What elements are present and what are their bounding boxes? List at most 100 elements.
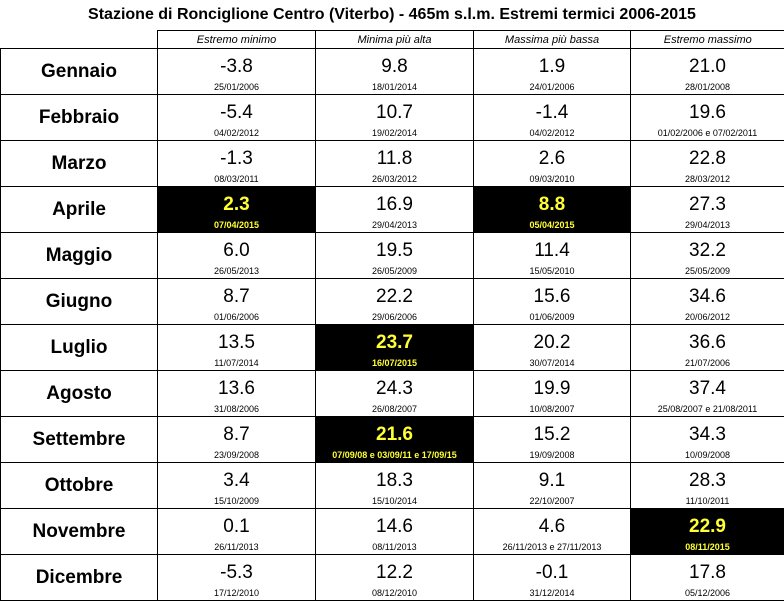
record-date: 05/04/2015	[529, 220, 575, 230]
data-cell: 22.9 08/11/2015	[630, 508, 784, 555]
temperature-value: 13.5	[218, 332, 255, 353]
temperature-value: 4.6	[538, 516, 566, 537]
record-date: 01/06/2006	[213, 312, 260, 322]
data-cell: 15.6 01/06/2009	[473, 278, 631, 325]
temperature-value: 2.3	[223, 194, 250, 215]
record-date: 31/08/2006	[213, 404, 260, 414]
table-row: Febbraio -5.4 04/02/2012 10.7 19/02/2014 -1.4…	[0, 94, 784, 141]
data-cell: 36.6 21/07/2006	[630, 324, 784, 371]
data-cell: -5.4 04/02/2012	[157, 94, 316, 141]
record-date: 19/02/2014	[371, 128, 418, 138]
data-cell: 11.4 15/05/2010	[473, 232, 631, 279]
temperature-value: 24.3	[376, 378, 413, 399]
temperature-value: 11.4	[534, 240, 570, 261]
record-date: 25/08/2007 e 21/08/2011	[657, 404, 758, 414]
data-cell: 4.6 26/11/2013 e 27/11/2013	[473, 508, 631, 555]
record-date: 08/03/2011	[214, 174, 259, 184]
temperature-value: 16.9	[376, 194, 413, 215]
temperature-value: 15.6	[533, 286, 571, 307]
temperature-value: 20.2	[533, 332, 571, 353]
temperature-value: 12.2	[376, 562, 413, 583]
record-date: 31/12/2014	[529, 588, 575, 598]
temperature-value: 21.0	[689, 56, 726, 77]
temperature-value: 9.8	[381, 56, 408, 77]
data-cell: 21.6 07/09/08 e 03/09/11 e 17/09/15	[315, 416, 474, 463]
temperature-value: 18.3	[376, 470, 413, 491]
temperature-value: 36.6	[689, 332, 726, 353]
record-date: 22/10/2007	[529, 496, 575, 506]
data-cell: 8.7 01/06/2006	[157, 278, 316, 325]
temperature-value: 1.9	[538, 56, 566, 77]
data-cell: 19.5 26/05/2009	[315, 232, 474, 279]
data-cell: 8.7 23/09/2008	[157, 416, 316, 463]
temperature-value: 32.2	[689, 240, 726, 261]
data-cell: 2.3 07/04/2015	[157, 186, 316, 233]
temperature-value: 10.7	[376, 102, 413, 123]
temperature-value: 27.3	[689, 194, 726, 215]
temperature-value: 37.4	[689, 378, 726, 399]
temperature-value: 8.7	[223, 286, 250, 307]
data-cell: 20.2 30/07/2014	[473, 324, 631, 371]
record-date: 28/01/2008	[684, 82, 731, 92]
table-row: Novembre 0.1 26/11/2013 14.6 08/11/2013 4.6 26…	[0, 508, 784, 555]
month-label: Dicembre	[0, 554, 158, 601]
data-cell: 23.7 16/07/2015	[315, 324, 474, 371]
data-cell: 21.0 28/01/2008	[630, 48, 784, 95]
temperature-value: 19.9	[533, 378, 571, 399]
data-cell: -5.3 17/12/2010	[157, 554, 316, 601]
temperature-value: 8.7	[223, 424, 250, 445]
record-date: 26/11/2013 e 27/11/2013	[502, 542, 602, 552]
record-date: 20/06/2012	[684, 312, 731, 322]
temperature-value: 9.1	[538, 470, 566, 491]
record-date: 15/10/2009	[213, 496, 260, 506]
data-cell: -1.4 04/02/2012	[473, 94, 631, 141]
month-label: Settembre	[0, 416, 158, 463]
data-cell: 18.3 15/10/2014	[315, 462, 474, 509]
data-cell: 22.2 29/06/2006	[315, 278, 474, 325]
data-cell: 13.6 31/08/2006	[157, 370, 316, 417]
data-cell: 24.3 26/08/2007	[315, 370, 474, 417]
temperature-value: 22.8	[689, 148, 726, 169]
table-row: Ottobre 3.4 15/10/2009 18.3 15/10/2014 9.1 22/…	[0, 462, 784, 509]
data-cell: -3.8 25/01/2006	[157, 48, 316, 95]
temperature-value: -3.8	[220, 56, 253, 77]
data-cell: 13.5 11/07/2014	[157, 324, 316, 371]
data-cell: 0.1 26/11/2013	[157, 508, 316, 555]
temperature-extremes-table: Estremo minimo Minima più alta Massima p…	[0, 30, 784, 601]
data-cell: 19.9 10/08/2007	[473, 370, 631, 417]
record-date: 25/01/2006	[213, 82, 260, 92]
data-cell: 14.6 08/11/2013	[315, 508, 474, 555]
data-cell: 2.6 09/03/2010	[473, 140, 631, 187]
record-date: 17/12/2010	[213, 588, 260, 598]
record-date: 15/10/2014	[371, 496, 418, 506]
table-row: Settembre 8.7 23/09/2008 21.6 07/09/08 e 03/…	[0, 416, 784, 463]
month-label: Maggio	[0, 232, 158, 279]
header-corner	[0, 30, 158, 49]
month-label: Febbraio	[0, 94, 158, 141]
record-date: 29/04/2013	[371, 220, 418, 230]
data-cell: 37.4 25/08/2007 e 21/08/2011	[630, 370, 784, 417]
data-cell: 1.9 24/01/2006	[473, 48, 631, 95]
temperature-value: 28.3	[689, 470, 726, 491]
record-date: 10/08/2007	[529, 404, 575, 414]
table-row: Marzo -1.3 08/03/2011 11.8 26/03/2012 2.6 09/0…	[0, 140, 784, 187]
record-date: 08/11/2015	[685, 542, 730, 552]
record-date: 10/09/2008	[684, 450, 731, 460]
month-label: Gennaio	[0, 48, 158, 95]
data-cell: 15.2 19/09/2008	[473, 416, 631, 463]
record-date: 11/10/2011	[685, 496, 730, 506]
temperature-value: 34.6	[689, 286, 726, 307]
record-date: 26/03/2012	[371, 174, 418, 184]
data-cell: 16.9 29/04/2013	[315, 186, 474, 233]
temperature-value: 14.6	[376, 516, 413, 537]
table-row: Giugno 8.7 01/06/2006 22.2 29/06/2006 15.6 01/…	[0, 278, 784, 325]
month-label: Ottobre	[0, 462, 158, 509]
record-date: 21/07/2006	[684, 358, 731, 368]
table-row: Agosto 13.6 31/08/2006 24.3 26/08/2007 19.9 10…	[0, 370, 784, 417]
month-label: Giugno	[0, 278, 158, 325]
temperature-value: 19.5	[376, 240, 413, 261]
data-cell: -1.3 08/03/2011	[157, 140, 316, 187]
record-date: 01/06/2009	[529, 312, 575, 322]
table-row: Luglio 13.5 11/07/2014 23.7 16/07/2015 20.2 30…	[0, 324, 784, 371]
table-row: Maggio 6.0 26/05/2013 19.5 26/05/2009 11.4 15/…	[0, 232, 784, 279]
